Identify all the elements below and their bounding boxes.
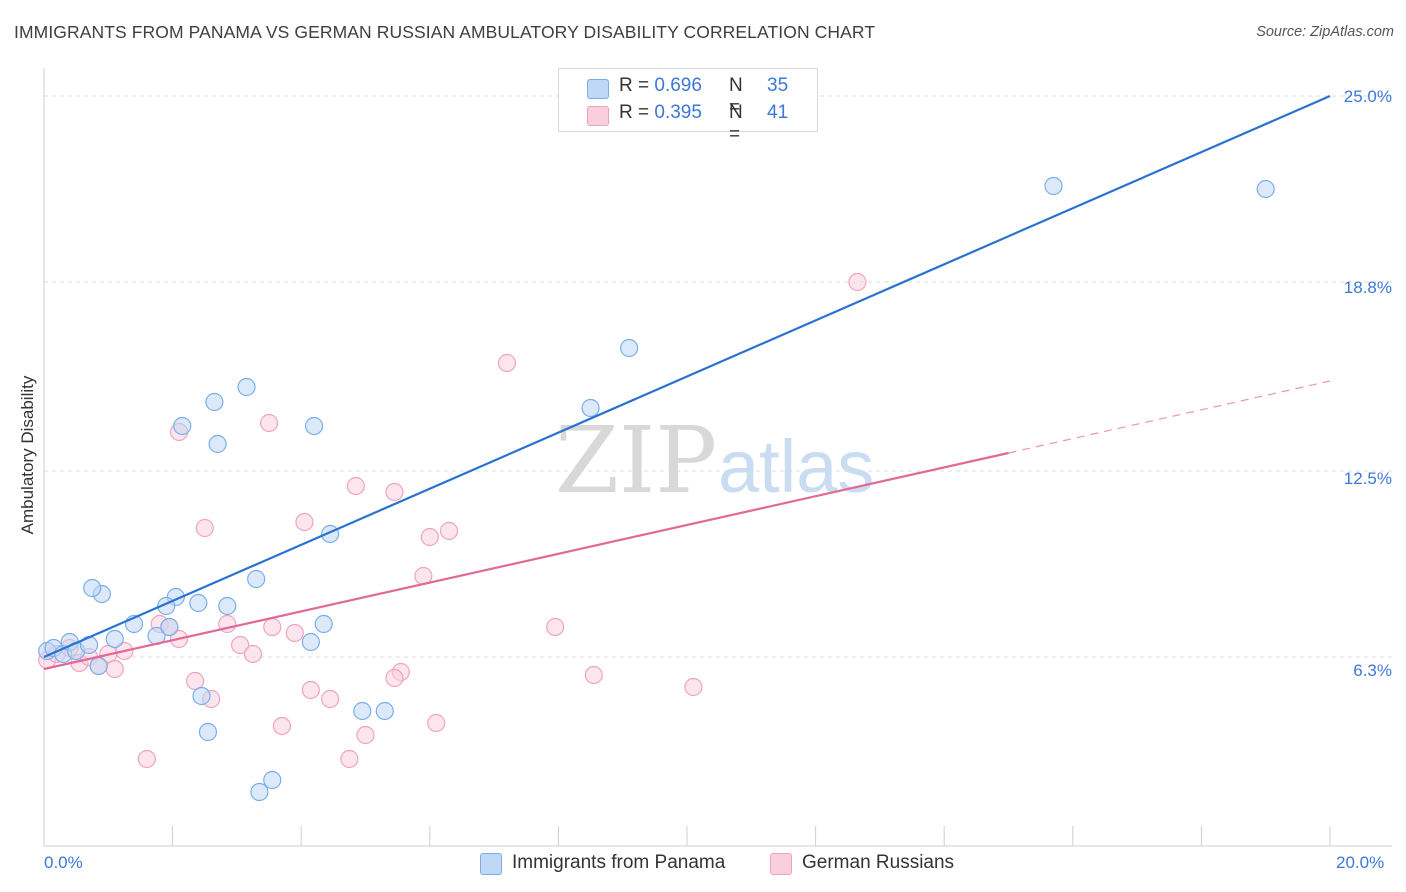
panama-point[interactable] [83, 578, 102, 598]
german-russian-point[interactable] [231, 635, 250, 655]
panama-point[interactable] [208, 434, 227, 454]
y-tick-label: 6.3% [1353, 661, 1392, 680]
x-tick-label-min: 0.0% [44, 853, 83, 872]
german-russian-point[interactable] [684, 677, 703, 697]
watermark: ZIP atlas [555, 407, 874, 514]
german-russian-point[interactable] [301, 680, 320, 700]
panama-point[interactable] [237, 377, 256, 397]
source-label: Source: ZipAtlas.com [1256, 24, 1394, 40]
panama-point[interactable] [247, 569, 266, 589]
legend-swatch-german-russians [770, 853, 792, 875]
r-value: 0.696 [654, 75, 702, 96]
panama-point[interactable] [198, 722, 218, 742]
german-russian-trend-line [43, 451, 1009, 671]
panama-point[interactable] [301, 632, 320, 652]
panama-point[interactable] [581, 398, 600, 418]
german-russian-point[interactable] [848, 272, 867, 292]
panama-point[interactable] [192, 686, 211, 706]
german-russian-point[interactable] [420, 527, 439, 547]
german-russian-point[interactable] [427, 713, 446, 733]
german-russian-trend-line-extension [1008, 380, 1331, 454]
german-russian-point[interactable] [346, 476, 365, 496]
german-russian-point[interactable] [263, 617, 282, 637]
legend-n-value: 35 [767, 75, 789, 96]
y-tick-label: 12.5% [1343, 469, 1392, 488]
german-russian-point[interactable] [356, 725, 375, 745]
r-label: R = [619, 75, 655, 96]
german-russian-point[interactable] [497, 353, 517, 373]
panama-point[interactable] [160, 617, 179, 637]
german-russian-point[interactable] [584, 665, 603, 685]
legend-r-panama: R = 0.696 [619, 75, 702, 97]
correlation-legend: R = 0.696 N = 35 R = 0.395 N = 41 [558, 68, 818, 145]
legend-label-german-russians: German Russians [802, 852, 955, 873]
y-tick-label: 25.0% [1343, 87, 1392, 106]
panama-point[interactable] [375, 701, 394, 721]
panama-point[interactable] [314, 614, 333, 634]
german-russian-point[interactable] [295, 512, 314, 532]
axes [43, 68, 1392, 847]
german-russian-point[interactable] [259, 413, 279, 433]
series-immigrants-from-panama [38, 176, 1275, 802]
panama-point[interactable] [250, 782, 269, 802]
german-russian-point[interactable] [385, 668, 404, 688]
german-russian-point[interactable] [546, 617, 565, 637]
german-russian-point[interactable] [137, 749, 156, 769]
y-tick-label: 18.8% [1343, 278, 1392, 297]
legend-n-label: N = [729, 75, 743, 118]
legend-n-value: 41 [767, 102, 789, 123]
german-russian-point[interactable] [321, 689, 340, 709]
legend-r-german-russians: R = 0.395 [619, 102, 702, 124]
panama-trend-line [43, 94, 1331, 659]
x-tick-label-max: 20.0% [1336, 853, 1385, 872]
y-axis-label: Ambulatory Disability [18, 375, 37, 535]
chart-title: IMMIGRANTS FROM PANAMA VS GERMAN RUSSIAN… [14, 22, 876, 42]
german-russian-point[interactable] [195, 518, 214, 538]
watermark-atlas: atlas [718, 425, 874, 508]
panama-point[interactable] [189, 593, 208, 613]
german-russian-point[interactable] [105, 659, 124, 679]
panama-point[interactable] [218, 596, 237, 616]
r-label: R = [619, 102, 655, 123]
german-russian-point[interactable] [340, 749, 359, 769]
panama-point[interactable] [353, 701, 372, 721]
panama-point[interactable] [263, 770, 282, 790]
watermark-zip: ZIP [555, 407, 717, 514]
german-russian-point[interactable] [385, 482, 404, 502]
legend-swatch-panama [480, 853, 502, 875]
panama-point[interactable] [173, 416, 192, 436]
legend-label-panama: Immigrants from Panama [512, 852, 726, 873]
panama-point[interactable] [205, 392, 224, 412]
german-russian-point[interactable] [186, 671, 205, 691]
german-russian-point[interactable] [439, 521, 459, 541]
german-russian-point[interactable] [285, 623, 304, 643]
panama-point[interactable] [1044, 176, 1063, 196]
panama-point[interactable] [1256, 179, 1275, 199]
panama-point[interactable] [105, 629, 124, 649]
panama-point[interactable] [89, 656, 108, 676]
r-value: 0.395 [654, 102, 702, 123]
german-russian-point[interactable] [243, 644, 263, 664]
legend-swatch-german-russians [587, 106, 609, 126]
panama-point[interactable] [304, 416, 324, 436]
trend-lines [43, 94, 1331, 671]
panama-point[interactable] [620, 338, 639, 358]
legend-n-label: N = [729, 102, 743, 145]
grid-lines [44, 95, 1395, 658]
series-german-russians [38, 272, 867, 769]
legend-swatch-panama [587, 79, 609, 99]
german-russian-point[interactable] [272, 716, 292, 736]
